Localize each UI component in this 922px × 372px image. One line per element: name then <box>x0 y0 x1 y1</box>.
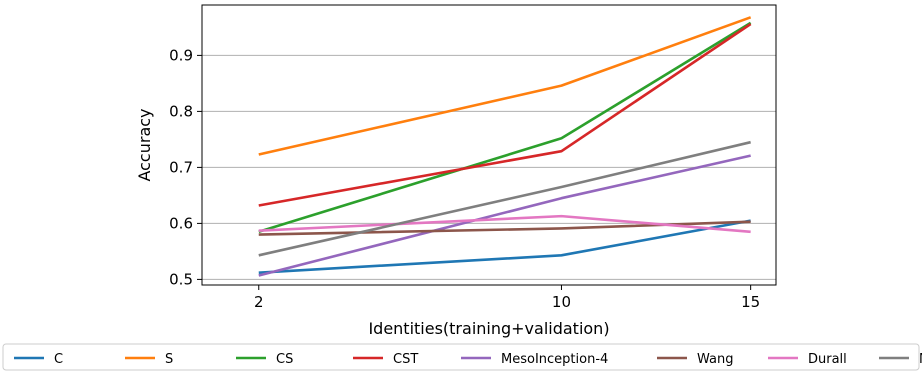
y-tick-label: 0.8 <box>169 102 193 120</box>
legend-label: Durall <box>808 352 847 367</box>
y-axis-title: Accuracy <box>135 108 154 181</box>
series-lines <box>258 16 752 277</box>
series-line-c <box>258 219 751 274</box>
y-tick-label: 0.9 <box>169 46 193 64</box>
y-tick-label: 0.5 <box>169 270 193 288</box>
legend-label: Wang <box>697 352 733 367</box>
legend-label: MesoInception-4 <box>501 352 608 367</box>
legend-label: MISL <box>919 352 922 367</box>
legend-label: CS <box>276 352 293 367</box>
x-tick-label: 10 <box>552 293 571 311</box>
legend-label: C <box>54 352 63 367</box>
x-tick-label: 2 <box>254 293 264 311</box>
series-line-cst <box>258 22 752 207</box>
legend-label: S <box>165 352 173 367</box>
series-line-durall <box>258 214 751 234</box>
x-axis-ticks: 2 10 15 <box>254 285 760 311</box>
series-line-cs <box>258 21 752 234</box>
y-tick-label: 0.7 <box>169 158 193 176</box>
plot-frame <box>201 4 777 286</box>
series-line-s <box>258 16 752 156</box>
series-line-mesoinception-4 <box>258 154 751 277</box>
y-tick-label: 0.6 <box>169 214 193 232</box>
grid-lines <box>202 54 776 280</box>
series-line-misl <box>258 140 751 257</box>
x-tick-label: 15 <box>741 293 760 311</box>
x-axis-title: Identities(training+validation) <box>368 319 609 338</box>
y-axis-ticks: 0.5 0.6 0.7 0.8 0.9 <box>169 46 202 288</box>
legend-label: CST <box>393 352 418 367</box>
